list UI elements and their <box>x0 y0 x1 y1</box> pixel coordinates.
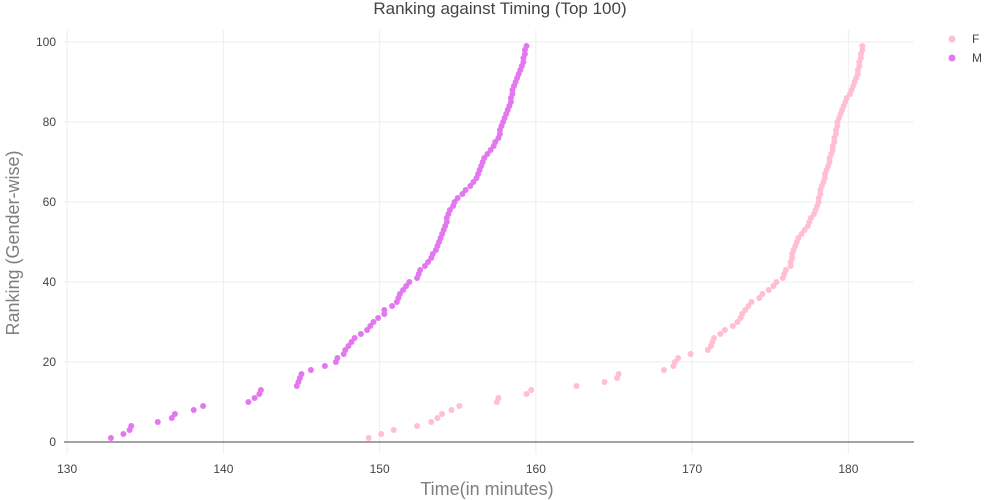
data-point <box>334 355 341 361</box>
data-point <box>414 423 421 429</box>
data-point <box>378 431 385 437</box>
data-point <box>459 191 466 197</box>
data-point <box>687 351 694 357</box>
data-point <box>406 279 413 285</box>
data-point <box>448 407 455 413</box>
data-point <box>154 419 161 425</box>
legend-item-m[interactable]: M <box>948 51 983 65</box>
y-tick-labels: 0 20 40 60 80 100 <box>36 35 56 449</box>
data-point <box>107 435 114 441</box>
data-point <box>495 395 502 401</box>
data-point <box>245 399 252 405</box>
data-point <box>321 363 328 369</box>
x-tick-label: 150 <box>370 462 390 476</box>
data-point <box>396 291 403 297</box>
data-point <box>454 195 461 201</box>
data-point <box>462 187 469 193</box>
y-tick-label: 40 <box>43 275 57 289</box>
data-point <box>523 391 530 397</box>
x-axis-title: Time(in minutes) <box>420 479 553 499</box>
data-point <box>661 367 667 373</box>
data-point <box>773 279 780 285</box>
legend-item-f[interactable]: F <box>948 32 980 46</box>
data-point <box>421 263 428 269</box>
data-point <box>615 371 622 377</box>
y-tick-label: 20 <box>43 355 57 369</box>
data-point <box>364 327 371 333</box>
y-tick-label: 100 <box>36 35 56 49</box>
data-point <box>434 415 441 421</box>
data-point <box>357 331 364 337</box>
data-point <box>528 387 535 393</box>
y-tick-label: 80 <box>43 115 57 129</box>
data-point <box>523 43 530 49</box>
chart-title: Ranking against Timing (Top 100) <box>373 0 626 18</box>
data-point <box>439 411 446 417</box>
data-point <box>601 379 608 385</box>
data-point <box>484 151 491 157</box>
data-point <box>729 323 736 329</box>
data-point <box>390 427 397 433</box>
data-point <box>717 331 724 337</box>
data-point <box>671 359 678 365</box>
data-point <box>456 403 463 409</box>
data-point <box>711 335 717 341</box>
y-tick-label: 0 <box>49 435 56 449</box>
data-point <box>120 431 127 437</box>
data-point <box>257 387 264 393</box>
legend-label: M <box>972 51 982 65</box>
data-point <box>859 43 866 49</box>
series-m-points <box>107 43 530 441</box>
legend[interactable]: FM <box>948 32 983 65</box>
data-point <box>417 267 424 273</box>
data-point <box>675 355 682 361</box>
data-point <box>370 319 377 325</box>
data-point <box>381 307 388 313</box>
gridlines <box>64 30 914 454</box>
data-point <box>573 383 580 389</box>
data-point <box>801 227 808 233</box>
data-point <box>446 207 453 213</box>
y-tick-label: 60 <box>43 195 57 209</box>
data-point <box>251 395 258 401</box>
data-point <box>748 299 755 305</box>
data-point <box>739 311 746 317</box>
data-point <box>298 371 305 377</box>
data-point <box>734 319 741 325</box>
x-tick-label: 170 <box>682 462 702 476</box>
data-point <box>428 419 435 425</box>
data-point <box>171 411 178 417</box>
data-point <box>351 335 358 341</box>
data-point <box>721 327 728 333</box>
x-tick-label: 140 <box>213 462 233 476</box>
legend-marker <box>948 54 956 62</box>
x-tick-label: 180 <box>838 462 858 476</box>
data-point <box>128 423 135 429</box>
data-point <box>375 315 382 321</box>
data-point <box>190 407 197 413</box>
data-point <box>759 291 766 297</box>
series-f-points <box>365 43 866 441</box>
legend-marker <box>948 35 956 43</box>
x-tick-label: 130 <box>57 462 77 476</box>
y-axis-title: Ranking (Gender-wise) <box>3 150 23 335</box>
x-tick-labels: 130 140 150 160 170 180 <box>57 462 859 476</box>
data-point <box>765 287 772 293</box>
x-tick-label: 160 <box>526 462 546 476</box>
data-point <box>200 403 207 409</box>
data-point <box>782 267 789 273</box>
data-point <box>389 303 396 309</box>
legend-label: F <box>972 32 979 46</box>
data-point <box>365 435 372 441</box>
data-point <box>307 367 314 373</box>
data-points <box>107 43 866 441</box>
